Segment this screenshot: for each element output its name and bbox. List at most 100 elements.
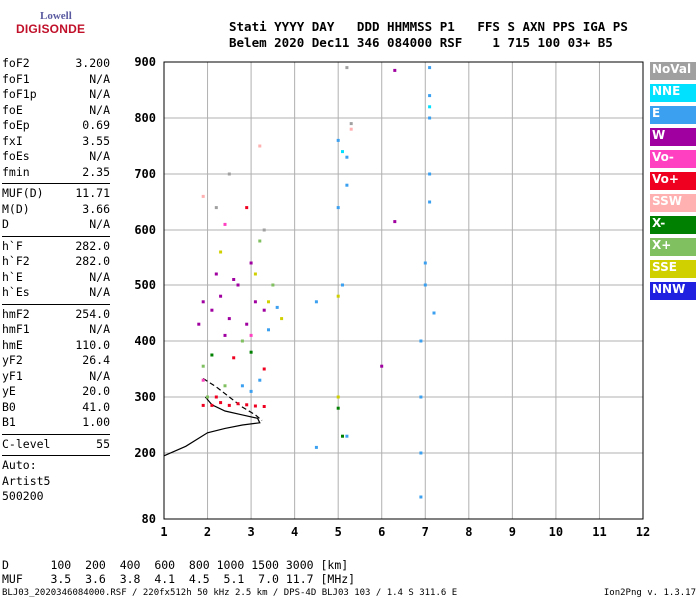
- param-row: D N/A: [2, 217, 110, 233]
- echo-point-ssw: [349, 127, 353, 131]
- echo-point-vo-: [236, 402, 240, 406]
- y-tick-label: 600: [134, 223, 156, 237]
- echo-point-w: [245, 322, 249, 326]
- echo-point-e: [314, 300, 318, 304]
- parameter-panel: foF2 3.200 foF1 N/A foF1p N/A foE N/A foEp 0.69 fx…: [2, 56, 110, 505]
- echo-point-w: [253, 300, 257, 304]
- param-name: h`Es: [2, 285, 30, 299]
- param-name: D: [2, 217, 9, 231]
- y-tick-label: 400: [134, 334, 156, 348]
- echo-point-e: [423, 283, 427, 287]
- lowell-digisonde-logo: Lowell DIGISONDE: [4, 6, 85, 42]
- legend-item-nnw: NNW: [650, 282, 696, 300]
- param-name: hmF2: [2, 306, 30, 321]
- muf-distance-row: D 100 200 400 600 800 1000 1500 3000 [km…: [2, 558, 349, 572]
- echo-point-w: [393, 220, 397, 224]
- echo-point-x-: [271, 283, 275, 287]
- param-value: N/A: [89, 217, 110, 231]
- echo-point-vo-: [219, 401, 223, 405]
- param-name: MUF(D): [2, 186, 44, 200]
- legend-item-ssw: SSW: [650, 194, 696, 212]
- echo-point-ssw: [258, 144, 262, 148]
- echo-point-sse: [219, 250, 223, 254]
- echo-point-w: [223, 333, 227, 337]
- legend-item-x-: X-: [650, 216, 696, 234]
- param-row: C-level 55: [2, 437, 110, 453]
- param-value: N/A: [89, 269, 110, 284]
- x-tick-label: 12: [636, 525, 650, 539]
- legend-item-x-: X+: [650, 238, 696, 256]
- echo-point-e: [345, 434, 349, 438]
- param-name: fmin: [2, 164, 30, 179]
- echo-point-x-: [210, 353, 214, 357]
- echo-point-e: [428, 116, 432, 120]
- y-tick-label: 200: [134, 446, 156, 460]
- echo-point-e: [428, 200, 432, 204]
- x-tick-label: 4: [291, 525, 298, 539]
- param-row: Artist5: [2, 474, 110, 490]
- x-tick-label: 3: [247, 525, 254, 539]
- profile-trace-solid: [163, 396, 261, 457]
- version-label: Ion2Png v. 1.3.17: [603, 588, 696, 598]
- param-row: hmF1 N/A: [2, 322, 110, 338]
- x-tick-label: 8: [465, 525, 472, 539]
- param-value: 26.4: [82, 353, 110, 367]
- param-value: 55: [96, 436, 110, 451]
- param-separator: [2, 433, 110, 435]
- echo-point-w: [380, 364, 384, 368]
- echo-point-vo-: [201, 403, 205, 407]
- x-tick-label: 2: [204, 525, 211, 539]
- echo-point-e: [432, 311, 436, 315]
- echo-point-e: [345, 183, 349, 187]
- y-tick-label: 800: [134, 111, 156, 125]
- param-value: 3.66: [82, 201, 110, 216]
- echo-point-e: [267, 328, 270, 332]
- param-value: 20.0: [82, 384, 110, 398]
- echo-point-x-: [201, 364, 205, 368]
- echo-point-x-: [258, 239, 262, 243]
- echo-point-w: [201, 300, 205, 304]
- header-labels: Stati YYYY DAY DDD HHMMSS P1 FFS S AXN P…: [229, 19, 628, 34]
- param-value: 254.0: [75, 306, 110, 321]
- echo-point-sse: [253, 272, 257, 276]
- echo-point-vo-: [245, 206, 249, 210]
- param-value: 1.00: [82, 415, 110, 429]
- echo-point-e: [258, 378, 262, 382]
- logo-digisonde-text: DIGISONDE: [16, 22, 86, 36]
- param-row: foF1 N/A: [2, 72, 110, 88]
- echo-point-e: [275, 305, 279, 309]
- param-name: hmE: [2, 337, 23, 352]
- echo-point-sse: [336, 294, 340, 298]
- x-tick-label: 5: [335, 525, 342, 539]
- x-tick-label: 10: [549, 525, 563, 539]
- echo-point-nne: [428, 105, 432, 109]
- x-tick-label: 1: [160, 525, 167, 539]
- param-row: foEs N/A: [2, 149, 110, 165]
- logo-lowell-text: Lowell: [40, 10, 72, 22]
- param-name: Auto:: [2, 458, 37, 472]
- param-value: 0.69: [82, 118, 110, 132]
- legend-item-vo-: Vo+: [650, 172, 696, 190]
- param-name: yE: [2, 384, 16, 398]
- echo-point-w: [232, 278, 236, 281]
- param-row: foEp 0.69: [2, 118, 110, 134]
- param-separator: [2, 235, 110, 237]
- echo-point-vo-: [262, 405, 266, 408]
- echo-point-e: [336, 206, 340, 210]
- echo-point-e: [314, 445, 318, 449]
- echo-point-e: [419, 395, 423, 399]
- echo-point-vo-: [223, 222, 227, 226]
- echo-point-nne: [341, 150, 344, 154]
- legend-item-e: E: [650, 106, 696, 124]
- param-name: foF1p: [2, 87, 37, 101]
- legend-item-sse: SSE: [650, 260, 696, 278]
- echo-point-sse: [267, 300, 270, 304]
- param-row: yF1 N/A: [2, 369, 110, 385]
- echo-point-w: [393, 68, 397, 72]
- echo-point-w: [249, 261, 253, 265]
- echo-point-noval: [349, 122, 353, 126]
- echo-point-x-: [223, 384, 227, 388]
- echo-point-e: [419, 451, 423, 455]
- param-value: 110.0: [75, 337, 110, 352]
- param-row: h`E N/A: [2, 270, 110, 286]
